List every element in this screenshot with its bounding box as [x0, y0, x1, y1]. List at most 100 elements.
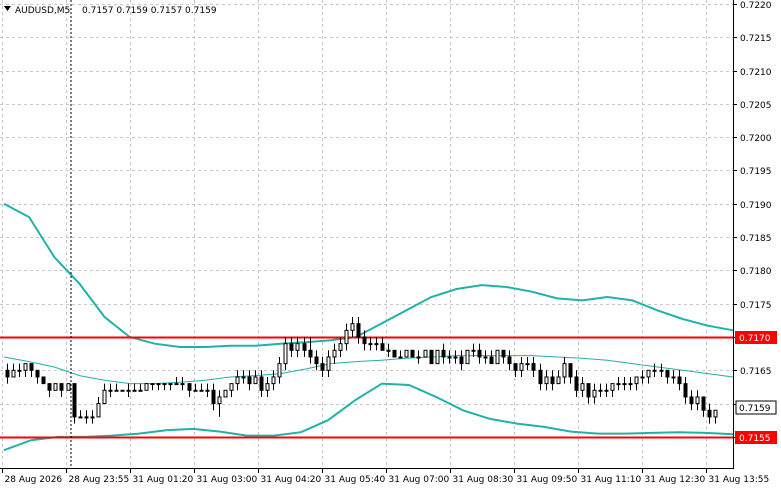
- candle-body-down: [59, 383, 64, 391]
- candle-body-down: [513, 363, 518, 371]
- candle-body-down: [362, 336, 367, 345]
- candle-body-up: [640, 376, 645, 379]
- candle-body-up: [713, 409, 718, 418]
- candle-body-down: [707, 409, 712, 418]
- candle-body-up: [23, 363, 28, 371]
- candle-body-up: [326, 356, 331, 371]
- candle-body-up: [616, 383, 621, 386]
- candle-body-up: [180, 383, 185, 386]
- candle-body-up: [144, 383, 149, 391]
- candle-body-up: [435, 349, 440, 365]
- current-price-tag: 0.7159: [735, 400, 777, 415]
- candle-body-down: [72, 383, 77, 418]
- candle-body-up: [634, 376, 639, 385]
- time-tick-label: 31 Aug 13:55: [709, 475, 770, 485]
- candle-body-up: [156, 383, 161, 386]
- candle-body-up: [344, 329, 349, 345]
- candle-body-up: [350, 323, 355, 331]
- time-tick-label: 31 Aug 09:50: [517, 475, 578, 485]
- candle-body-up: [447, 356, 452, 359]
- candle-body-up: [271, 376, 276, 385]
- candle-body-up: [525, 363, 530, 366]
- price-tick-label: 0.7200: [740, 134, 772, 144]
- candle-body-up: [96, 403, 101, 418]
- candle-body-up: [453, 356, 458, 359]
- candle-body-down: [259, 376, 264, 391]
- candle-body-up: [138, 389, 143, 392]
- candle-body-down: [187, 383, 192, 391]
- time-axis: 28 Aug 2026 28 Aug 23:55 31 Aug 01:20 31 Au…: [2, 468, 770, 485]
- candle-body-up: [90, 416, 95, 419]
- candle-body-up: [338, 343, 343, 351]
- candle-body-up: [223, 389, 228, 398]
- candle-body-up: [374, 343, 379, 346]
- candle-body-down: [47, 383, 52, 391]
- candle-body-up: [604, 389, 609, 392]
- candle-body-down: [29, 363, 34, 371]
- chart-frame: [0, 0, 734, 469]
- candle-body-up: [646, 369, 651, 378]
- candle-body-down: [586, 383, 591, 398]
- candles: [5, 317, 718, 424]
- candle-body-up: [241, 376, 246, 379]
- candle-body-up: [78, 416, 83, 419]
- candle-body-up: [465, 349, 470, 365]
- candle-body-up: [150, 383, 155, 386]
- candle-body-up: [193, 389, 198, 392]
- candle-body-down: [568, 363, 573, 378]
- horizontal-line-price-tag: [735, 431, 777, 444]
- candle-body-up: [11, 369, 16, 378]
- candle-body-down: [302, 343, 307, 351]
- candle-body-up: [483, 356, 488, 359]
- time-tick-label: 28 Aug 23:55: [69, 475, 130, 485]
- candle-body-up: [416, 356, 421, 359]
- candle-body-up: [120, 389, 125, 392]
- candle-body-down: [489, 356, 494, 365]
- candle-body-up: [17, 369, 22, 372]
- bollinger-upper-line: [3, 202, 734, 348]
- candle-body-up: [386, 349, 391, 352]
- time-tick-label: 31 Aug 05:40: [325, 475, 386, 485]
- candle-body-up: [471, 349, 476, 352]
- time-tick-label: 31 Aug 11:10: [581, 475, 642, 485]
- chart-header: AUDUSD,M5 0.7157 0.7159 0.7157 0.7159: [4, 6, 217, 16]
- candle-body-up: [671, 376, 676, 379]
- bollinger-bands: [3, 202, 734, 452]
- horizontal-line-price-tag: [735, 331, 777, 344]
- price-tick-label: 0.7185: [740, 234, 772, 244]
- symbol-label: AUDUSD,M5: [15, 6, 70, 16]
- candle-body-up: [84, 416, 89, 419]
- candle-body-up: [592, 389, 597, 398]
- candle-body-up: [235, 376, 240, 385]
- price-tick-label: 0.7180: [740, 267, 772, 277]
- bollinger-lower-line: [3, 382, 734, 452]
- candle-body-up: [162, 383, 167, 386]
- candle-body-down: [247, 376, 252, 385]
- candle-body-up: [622, 383, 627, 386]
- price-tick-label: 0.7165: [740, 367, 772, 377]
- time-tick-label: 31 Aug 04:20: [261, 475, 322, 485]
- candle-body-down: [683, 383, 688, 398]
- candle-body-down: [441, 349, 446, 358]
- candle-body-up: [423, 349, 428, 358]
- candle-body-down: [320, 363, 325, 371]
- candle-body-up: [114, 389, 119, 392]
- price-tick-label: 0.7175: [740, 301, 772, 311]
- candle-body-up: [205, 389, 210, 392]
- candle-body-down: [665, 369, 670, 378]
- candle-body-up: [229, 383, 234, 391]
- price-tick-label: 0.7205: [740, 101, 772, 111]
- candle-body-up: [556, 376, 561, 385]
- candle-body-up: [265, 383, 270, 391]
- candle-body-down: [507, 356, 512, 365]
- candle-body-up: [628, 383, 633, 386]
- triangle-down-icon[interactable]: [4, 6, 11, 11]
- candle-body-down: [289, 343, 294, 351]
- candle-body-down: [41, 376, 46, 385]
- time-tick-label: 28 Aug 2026: [5, 475, 63, 485]
- horizontal-lines: [0, 336, 733, 439]
- candle-body-down: [677, 376, 682, 385]
- candle-body-down: [5, 369, 10, 378]
